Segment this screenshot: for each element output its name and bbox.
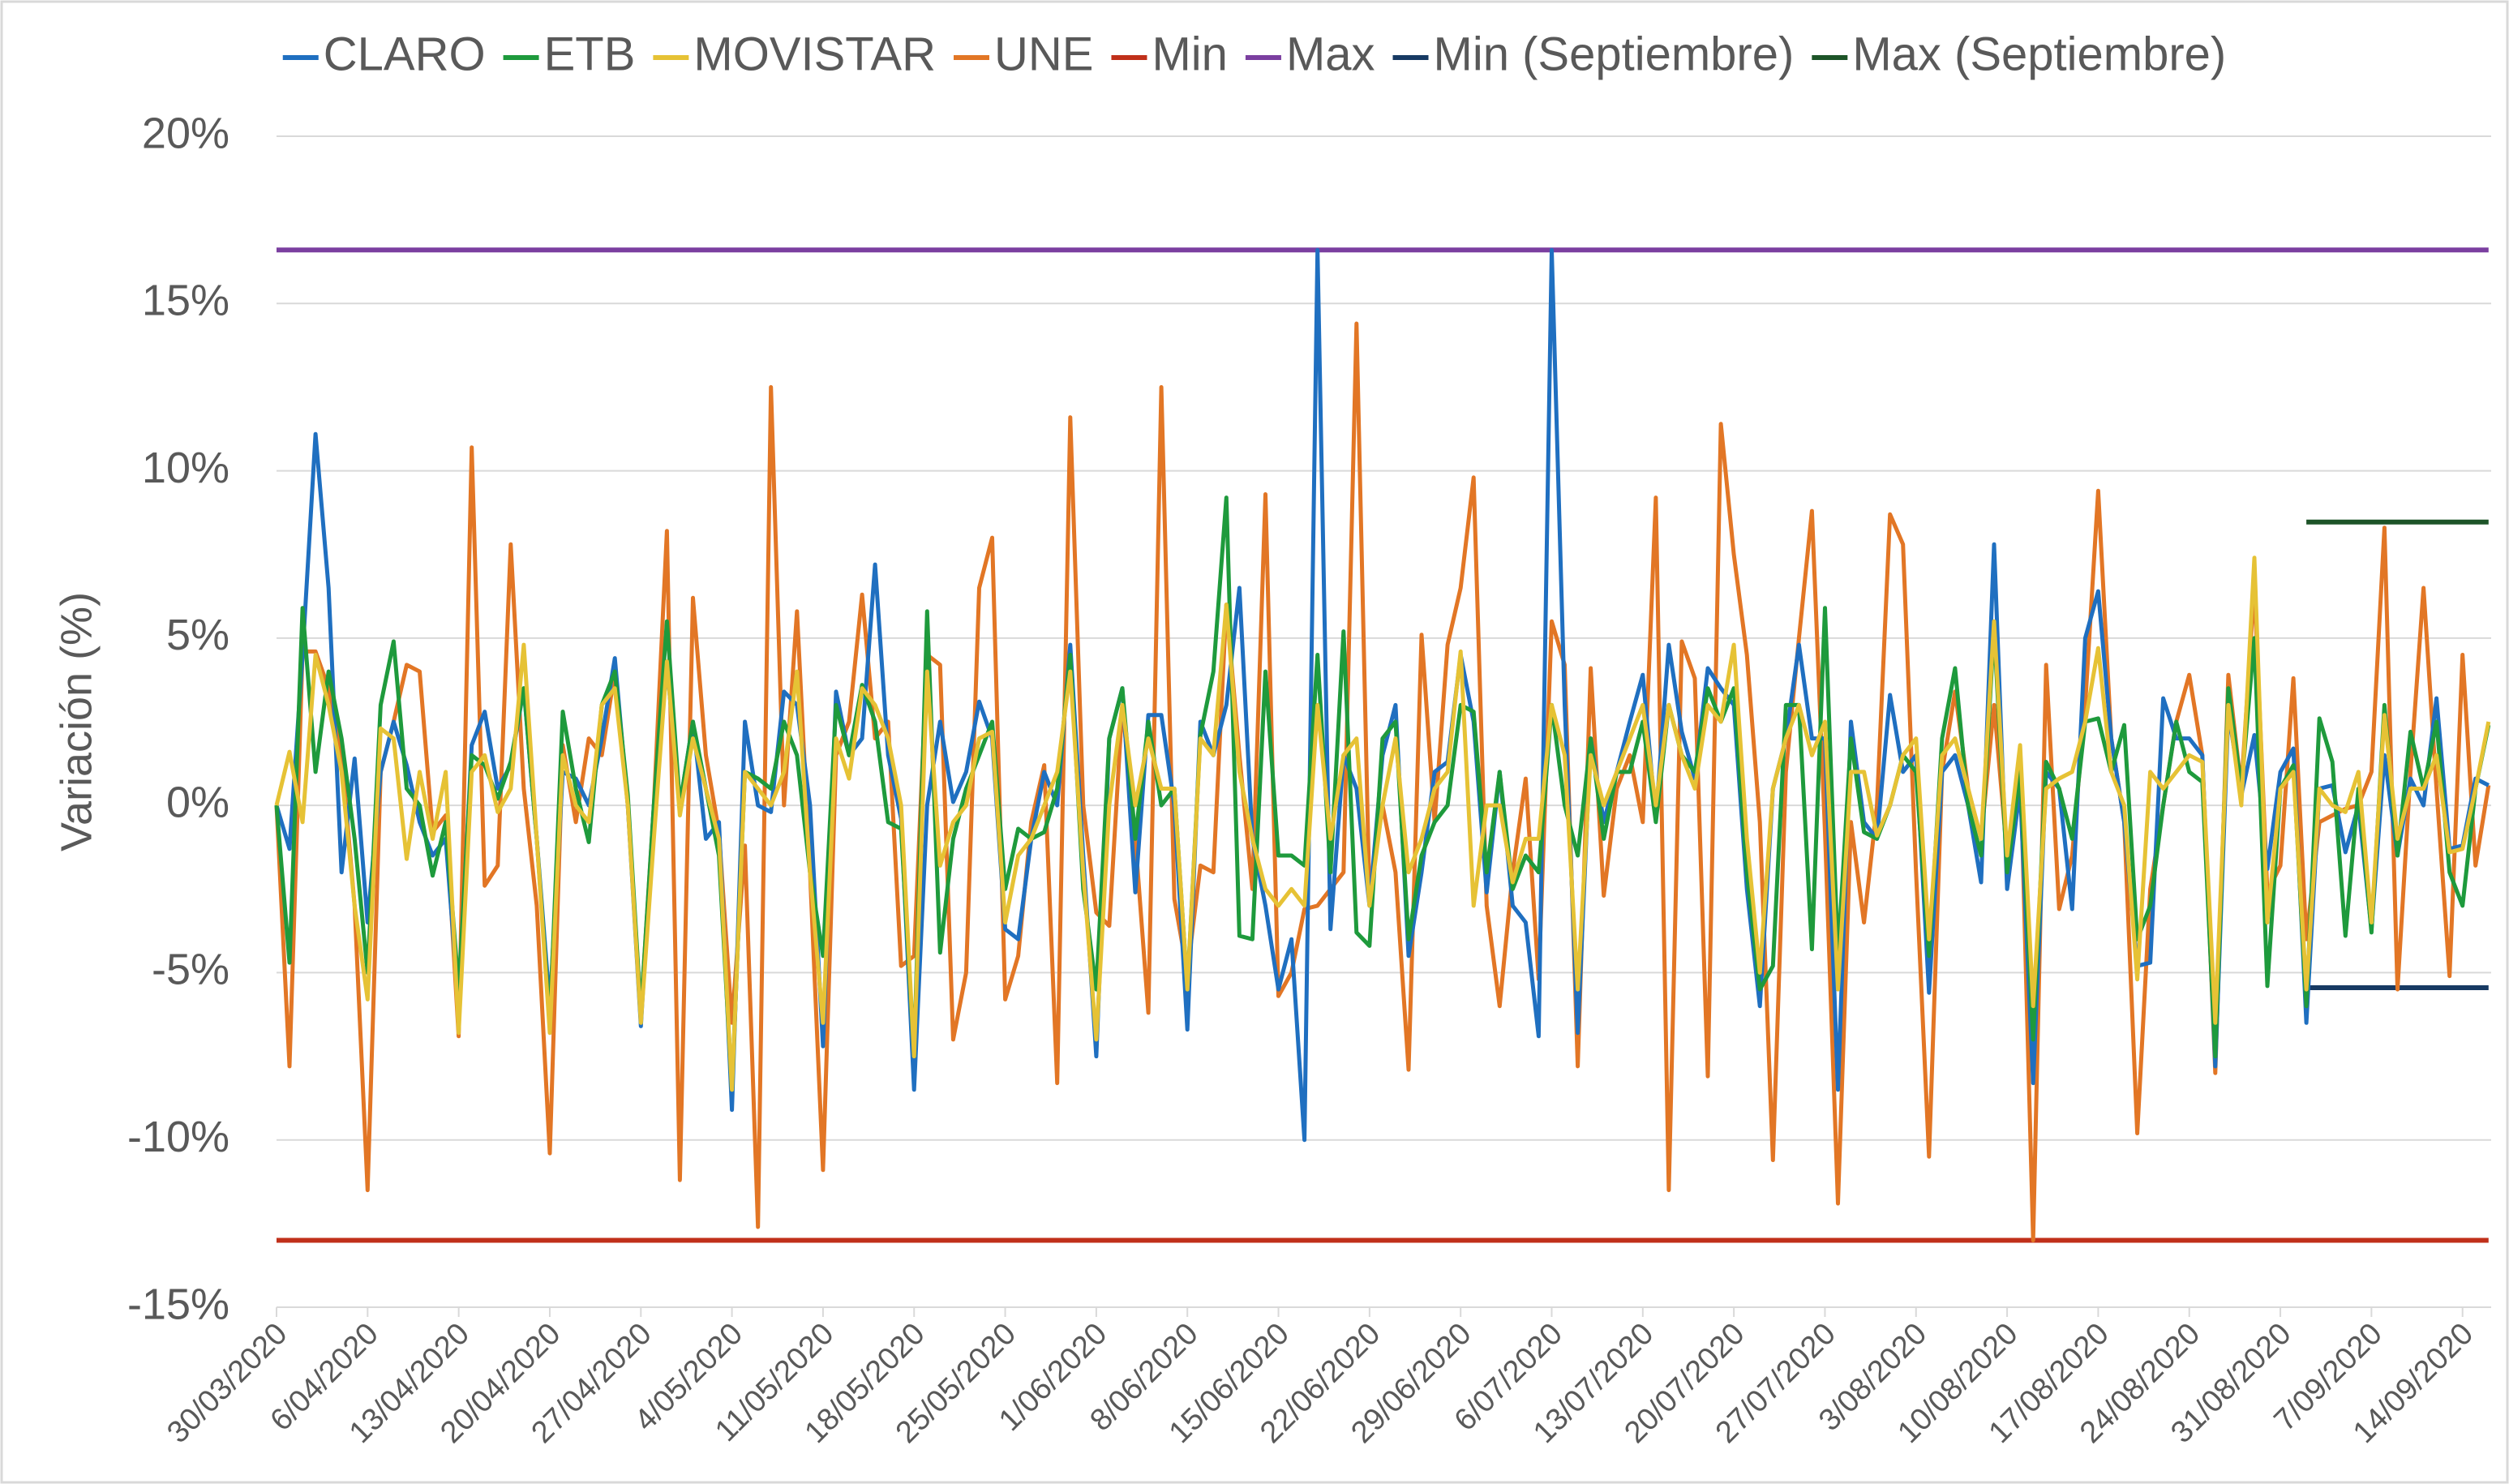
legend-item: UNE bbox=[954, 28, 1093, 80]
series-line bbox=[274, 555, 2491, 1092]
legend-label: UNE bbox=[994, 28, 1093, 80]
legend-label: Max bbox=[1286, 28, 1375, 80]
legend-item: ETB bbox=[503, 28, 636, 80]
legend-item: Max bbox=[1245, 28, 1375, 80]
y-tick-label: 0% bbox=[166, 778, 229, 826]
y-axis-title: Variación (%) bbox=[52, 592, 101, 851]
legend-label: Max (Septiembre) bbox=[1852, 28, 2226, 80]
legend: CLARO ETB MOVISTAR UNE Min Max Min (Septiembre… bbox=[282, 28, 2226, 80]
plot-area bbox=[274, 247, 2491, 1243]
legend-item: Min (Septiembre) bbox=[1392, 28, 1795, 80]
legend-item: MOVISTAR bbox=[653, 28, 936, 80]
legend-label: CLARO bbox=[324, 28, 486, 80]
y-tick-label: -15% bbox=[127, 1280, 229, 1328]
y-tick-label: -5% bbox=[152, 946, 229, 994]
legend-label: ETB bbox=[544, 28, 636, 80]
legend-label: MOVISTAR bbox=[693, 28, 936, 80]
legend-item: Max (Septiembre) bbox=[1812, 28, 2226, 80]
y-tick-label: 10% bbox=[142, 444, 229, 492]
y-tick-label: 15% bbox=[142, 277, 229, 325]
legend-item: CLARO bbox=[282, 28, 486, 80]
y-tick-label: 20% bbox=[142, 109, 229, 157]
legend-label: Min bbox=[1152, 28, 1227, 80]
y-tick-label: -10% bbox=[127, 1113, 229, 1161]
y-tick-label: 5% bbox=[166, 611, 229, 659]
legend-item: Min bbox=[1111, 28, 1228, 80]
legend-label: Min (Septiembre) bbox=[1434, 28, 1795, 80]
